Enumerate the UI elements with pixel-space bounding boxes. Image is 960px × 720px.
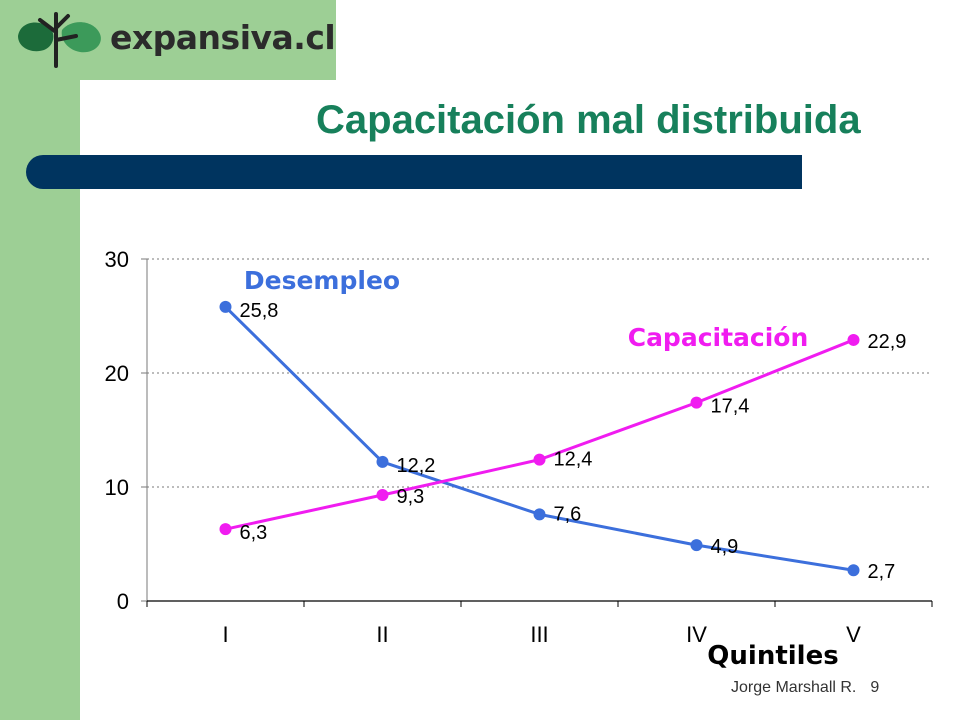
data-label: 6,3 [240, 522, 268, 544]
x-tick-label: I [222, 622, 228, 647]
data-point [219, 523, 232, 536]
data-label: 12,2 [397, 455, 436, 477]
x-tick-label: III [530, 622, 548, 647]
x-tick-label: V [846, 622, 861, 647]
data-point [690, 539, 703, 552]
data-label: 9,3 [397, 486, 425, 508]
data-point [847, 333, 860, 346]
data-label: 12,4 [554, 449, 593, 471]
data-label: 25,8 [240, 300, 279, 322]
data-label: 2,7 [868, 561, 896, 583]
data-point [690, 396, 703, 409]
y-tick-label: 20 [105, 361, 129, 386]
side-band [0, 0, 80, 720]
page-title: Capacitación mal distribuida [316, 98, 861, 142]
corner-curve [80, 80, 160, 160]
footer: Jorge Marshall R. 9 [731, 679, 879, 697]
title-bar [26, 155, 802, 189]
series-line-capacitacion [225, 338, 855, 531]
footer-author: Jorge Marshall R. [731, 679, 857, 696]
x-tick-label: II [376, 622, 388, 647]
data-point [376, 455, 389, 468]
data-label: 22,9 [868, 331, 907, 353]
data-point [219, 300, 232, 313]
data-point [847, 564, 860, 577]
logo-area: expansiva.cl [0, 0, 336, 80]
data-label: 17,4 [711, 396, 750, 418]
data-point [533, 453, 546, 466]
tree-logo-icon [18, 12, 101, 68]
data-point [533, 508, 546, 521]
data-label: 4,9 [711, 536, 739, 558]
x-axis-title: Quintiles [707, 641, 838, 671]
data-label: 7,6 [554, 503, 582, 525]
page-number: 9 [870, 679, 880, 696]
y-tick-label: 10 [105, 475, 129, 500]
logo-text: expansiva.cl [110, 18, 336, 57]
series-label: Capacitación [628, 323, 809, 352]
y-tick-label: 30 [105, 247, 129, 272]
x-tick-label: IV [686, 622, 707, 647]
data-point [376, 488, 389, 501]
series-label: Desempleo [244, 266, 400, 295]
y-tick-label: 0 [117, 589, 129, 614]
